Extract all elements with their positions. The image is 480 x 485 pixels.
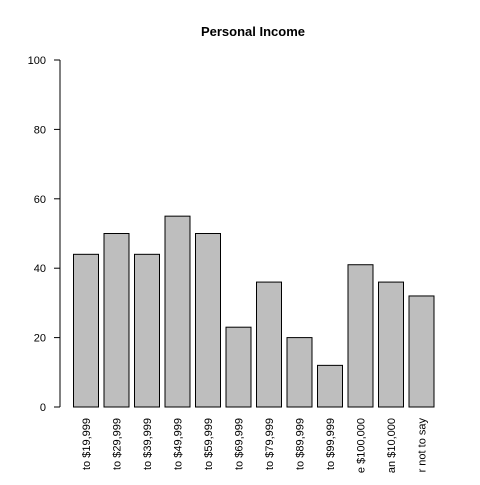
x-tick-label-6: to $69,999 [234, 418, 246, 470]
chart-title: Personal Income [201, 24, 305, 39]
y-tick-label-3: 40 [34, 263, 46, 275]
bar-1 [73, 253, 99, 408]
bar-4 [164, 215, 191, 408]
bar-9 [317, 364, 343, 408]
bar-11 [378, 281, 404, 408]
y-tick-label-6: 100 [28, 55, 46, 67]
bar-7 [256, 281, 282, 408]
bar-8 [286, 337, 313, 408]
y-tick-label-1: 0 [40, 402, 46, 414]
y-tick-label-2: 20 [34, 333, 46, 345]
bar-10 [347, 264, 374, 408]
y-axis: 0 20 40 60 80 100 [28, 55, 61, 414]
bar-5 [195, 233, 221, 408]
x-tick-label-4: to $49,999 [173, 418, 185, 470]
x-tick-label-3: to $39,999 [142, 418, 154, 470]
x-tick-label-9: to $99,999 [325, 418, 337, 470]
x-tick-label-1: to $19,999 [81, 418, 93, 470]
x-tick-label-11: an $10,000 [386, 418, 398, 473]
x-tick-label-7: to $79,999 [264, 418, 276, 470]
bar-6 [225, 326, 252, 408]
bar-2 [103, 233, 130, 408]
bars-group [73, 215, 435, 408]
x-tick-label-12: r not to say [417, 418, 429, 473]
x-axis-labels: to $19,999 to $29,999 to $39,999 to $49,999… [81, 418, 429, 474]
x-tick-label-8: to $89,999 [295, 418, 307, 470]
bar-12 [408, 295, 435, 408]
x-tick-label-5: to $59,999 [203, 418, 215, 470]
bar-3 [134, 253, 160, 408]
x-tick-label-2: to $29,999 [112, 418, 124, 470]
y-tick-label-5: 80 [34, 124, 46, 136]
y-tick-label-4: 60 [34, 194, 46, 206]
x-tick-label-10: e $100,000 [356, 418, 368, 473]
